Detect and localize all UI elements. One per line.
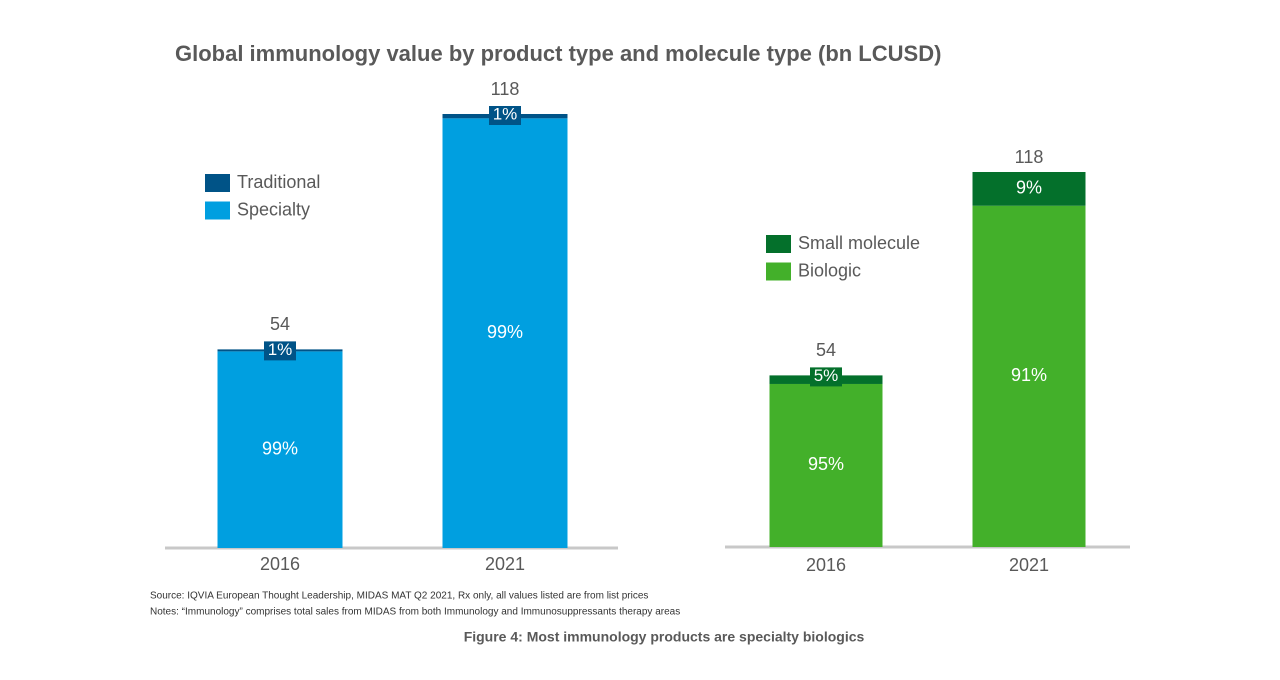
chart-title: Global immunology value by product type … (175, 41, 941, 66)
data-label: 1% (493, 104, 518, 123)
bar-segment (972, 172, 1086, 206)
data-label: 95% (808, 454, 844, 474)
legend-label: Small molecule (798, 233, 920, 253)
label-box (810, 367, 842, 387)
bar-segment (217, 351, 343, 548)
bar-segment (769, 383, 883, 547)
x-tick-label: 2016 (260, 554, 300, 574)
label-box (489, 106, 521, 125)
legend-swatch (766, 262, 791, 281)
total-label: 118 (1015, 147, 1044, 167)
data-label: 9% (1016, 178, 1042, 198)
total-label: 54 (270, 314, 290, 334)
x-tick-label: 2021 (485, 554, 525, 574)
caption: Figure 4: Most immunology products are s… (464, 629, 865, 645)
notes: Notes: “Immunology” comprises total sale… (150, 607, 680, 618)
label-box (264, 341, 296, 361)
legend-label: Biologic (798, 260, 861, 280)
legend-swatch (766, 235, 791, 253)
bar-segment (442, 118, 568, 548)
data-label: 99% (487, 322, 523, 342)
x-tick-label: 2016 (806, 555, 846, 575)
data-label: 1% (268, 340, 293, 359)
bar-segment (972, 205, 1086, 547)
legend-label: Traditional (237, 172, 320, 192)
total-label: 118 (491, 79, 520, 99)
x-tick-label: 2021 (1009, 555, 1049, 575)
data-label: 91% (1011, 365, 1047, 385)
source: Source: IQVIA European Thought Leadershi… (150, 591, 648, 602)
legend-label: Specialty (237, 199, 310, 219)
data-label: 5% (814, 366, 839, 385)
legend-swatch (205, 174, 230, 192)
legend-swatch (205, 201, 230, 220)
total-label: 54 (816, 340, 836, 360)
data-label: 99% (262, 438, 298, 458)
